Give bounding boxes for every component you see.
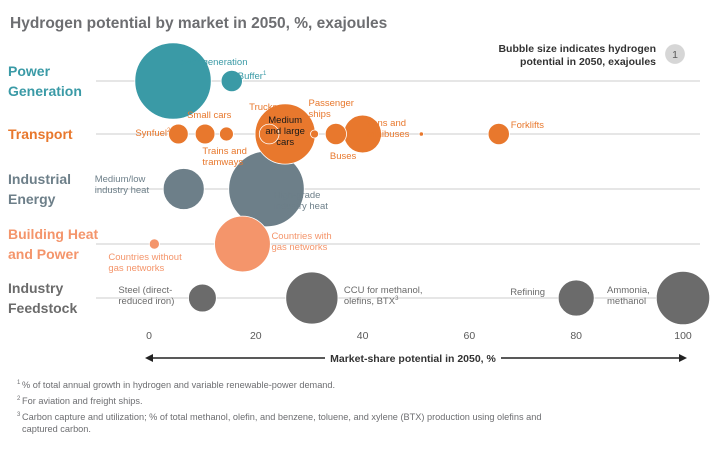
bubble-label: reduced iron) xyxy=(118,296,174,307)
bubble xyxy=(134,42,212,120)
bubble-label: industry heat xyxy=(95,185,150,196)
bubble xyxy=(487,122,510,146)
legend-sample-label: 1 xyxy=(672,49,678,61)
bubble-label: gas networks xyxy=(271,242,327,253)
bubble-label: Power generation xyxy=(173,57,247,68)
footnote-ref: 1 xyxy=(263,71,267,77)
category-label: Energy xyxy=(8,191,56,207)
bubble xyxy=(188,283,217,313)
x-tick-label: 40 xyxy=(357,330,369,342)
bubble-label: Small cars xyxy=(187,110,232,121)
category-label: Feedstock xyxy=(8,300,77,316)
bubble xyxy=(655,270,711,326)
bubble xyxy=(219,126,234,142)
footnote-ref: 3 xyxy=(395,296,399,302)
x-tick-label: 0 xyxy=(146,330,152,342)
x-tick-label: 100 xyxy=(674,330,692,342)
footnote-text: For aviation and freight ships. xyxy=(22,396,143,406)
bubble-label: Buffer1 xyxy=(238,71,267,82)
legend-text-line2: potential in 2050, exajoules xyxy=(520,56,656,68)
bubble xyxy=(258,123,280,145)
legend-text-line1: Bubble size indicates hydrogen xyxy=(498,43,656,55)
bubble xyxy=(310,129,319,139)
category-label: Generation xyxy=(8,83,82,99)
footnote-number: 2 xyxy=(17,396,21,402)
x-axis-label-bg xyxy=(325,350,501,366)
x-axis: Market-share potential in 2050, % 0 20 40 6… xyxy=(145,330,692,366)
legend-sample-bubble xyxy=(665,44,685,64)
bubble-label: Passenger xyxy=(309,98,354,109)
bubble-label: Countries with xyxy=(271,231,331,242)
category-label: Industry xyxy=(8,280,63,296)
bubble-label: industry heat xyxy=(273,201,328,212)
bubble-label: Trucks xyxy=(249,102,277,113)
category-label: Building Heat xyxy=(8,226,99,242)
x-axis-arrow-right xyxy=(679,354,687,362)
chart-title: Hydrogen potential by market in 2050, %,… xyxy=(10,15,387,32)
bubble-label: minibuses xyxy=(367,129,410,140)
bubbles xyxy=(134,42,711,326)
bubble-label: Synfuel2 xyxy=(135,128,171,139)
bubble xyxy=(194,123,216,145)
bubble-label: Medium/low xyxy=(95,174,146,185)
x-axis-arrow-left xyxy=(145,354,153,362)
bubble-label: methanol xyxy=(607,296,646,307)
bubble-label: olefins, BTX3 xyxy=(344,296,399,307)
category-label: Industrial xyxy=(8,171,71,187)
bubble xyxy=(557,279,595,317)
bubble-label: Steel (direct- xyxy=(118,285,172,296)
bubble-labels: Power generation Buffer1 Synfuel2 Small car… xyxy=(95,57,650,307)
bubble-label: Refining xyxy=(510,287,545,298)
footnote-ref: 2 xyxy=(167,128,171,134)
bubble-label: High-grade xyxy=(273,190,320,201)
category-label: Transport xyxy=(8,126,73,142)
bubble-label: Forklifts xyxy=(511,120,545,131)
bubble xyxy=(168,123,189,145)
footnote-text: Carbon capture and utilization; % of tot… xyxy=(22,412,541,422)
bubble xyxy=(285,271,339,325)
bubble xyxy=(148,238,160,250)
bubble-label: cars xyxy=(276,137,294,148)
category-label: and Power xyxy=(8,246,79,262)
bubble xyxy=(162,168,205,210)
bubble-label: Buses xyxy=(330,151,357,162)
bubble-label: tramways xyxy=(202,157,243,168)
bubble-label: Ammonia, xyxy=(607,285,650,296)
x-axis-label: Market-share potential in 2050, % xyxy=(330,353,496,365)
x-tick-label: 80 xyxy=(570,330,582,342)
bubble-label: Medium xyxy=(268,115,302,126)
bubble xyxy=(220,69,243,93)
bubble-label: Vans and xyxy=(367,118,406,129)
footnote-number: 1 xyxy=(17,380,21,386)
bubble xyxy=(418,131,424,137)
bubble-label: ships xyxy=(309,109,331,120)
footnote-text: captured carbon. xyxy=(22,424,91,434)
bubble-label: gas networks xyxy=(108,263,164,274)
category-label: Power xyxy=(8,63,51,79)
footnote-text: % of total annual growth in hydrogen and… xyxy=(22,380,335,390)
bubble-label: Countries without xyxy=(108,252,182,263)
footnote-number: 3 xyxy=(17,412,21,418)
bubble-label: Trains and xyxy=(202,146,247,157)
bubble-label: and large xyxy=(265,126,305,137)
footnotes: 1% of total annual growth in hydrogen an… xyxy=(17,380,541,434)
x-tick-label: 20 xyxy=(250,330,262,342)
legend: Bubble size indicates hydrogen potential… xyxy=(498,43,685,68)
bubble xyxy=(324,122,347,146)
bubble xyxy=(214,215,271,273)
x-tick-label: 60 xyxy=(464,330,476,342)
bubble-label: CCU for methanol, xyxy=(344,285,423,296)
